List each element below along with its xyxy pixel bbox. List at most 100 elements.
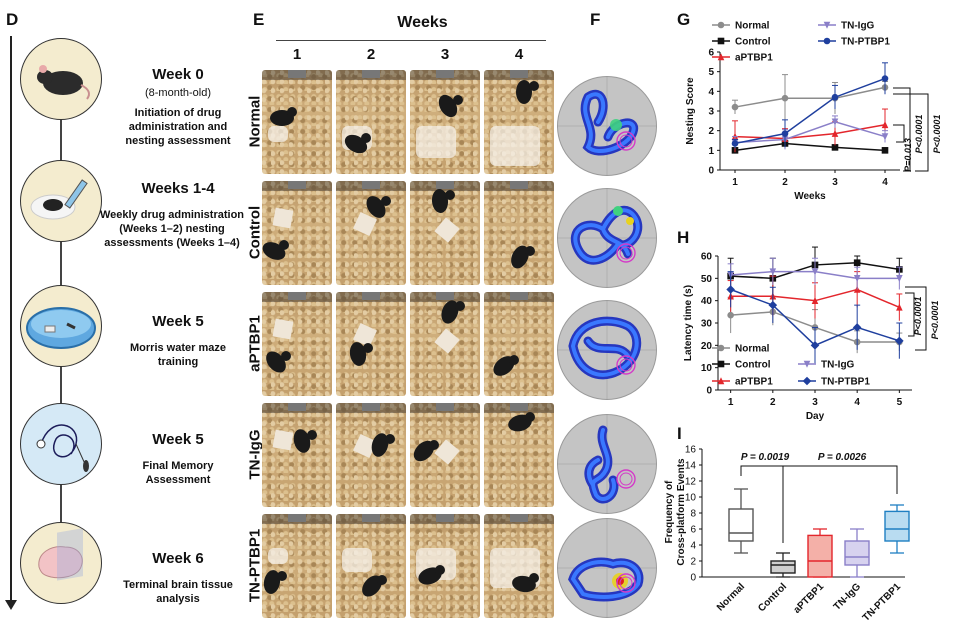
- x-tick-label: 3: [832, 177, 838, 188]
- nesting-photo: [262, 514, 332, 618]
- photo-grid-header-line: [276, 40, 546, 41]
- y-tick-label: 2: [708, 126, 714, 137]
- nesting-photo: [410, 70, 480, 174]
- timeline-arrow-head: [5, 600, 17, 610]
- data-point: [895, 336, 904, 346]
- legend-label: Normal: [735, 21, 770, 32]
- photo-grid-header: Weeks: [397, 14, 448, 31]
- x-tick-label: 5: [897, 397, 903, 408]
- box: [770, 560, 796, 574]
- y-tick-label: 0: [706, 386, 712, 397]
- nesting-photo: [336, 292, 406, 396]
- stat-bracket: [782, 465, 898, 538]
- panel-letter-d: D: [6, 10, 19, 29]
- box: [807, 534, 833, 578]
- series-line: [734, 121, 886, 144]
- data-point: [781, 130, 789, 137]
- data-point: [896, 303, 903, 311]
- data-point: [831, 144, 839, 151]
- timeline-step-description: Final Memory Assessment: [142, 460, 214, 486]
- swim-heatmap: [557, 76, 657, 176]
- y-axis-label: Nesting Score: [685, 77, 696, 145]
- box: [844, 540, 870, 566]
- legend-label: TN-PTBP1: [841, 37, 890, 48]
- x-axis-label: Day: [806, 411, 825, 422]
- data-point: [769, 268, 777, 276]
- legend-marker: [717, 37, 725, 45]
- nesting-photo: [262, 181, 332, 285]
- x-category-label: aPTBP1: [792, 581, 827, 616]
- stat-label: P<0.0001: [913, 297, 923, 336]
- y-tick-label: 6: [690, 525, 696, 536]
- y-tick-label: 12: [685, 477, 697, 488]
- x-tick-label: 2: [770, 397, 776, 408]
- nesting-photo: [262, 70, 332, 174]
- y-axis-label: Cross-platform Events: [676, 458, 687, 566]
- y-tick-label: 16: [685, 445, 697, 456]
- mouse-icon: [20, 38, 102, 120]
- nesting-photo: [336, 70, 406, 174]
- nesting-photo: [336, 514, 406, 618]
- timeline-step-title: Week 5: [152, 313, 204, 330]
- water-maze-icon: [20, 285, 102, 367]
- data-point: [852, 323, 862, 332]
- legend-label: TN-PTBP1: [821, 377, 870, 388]
- panel-letter-g: G: [677, 10, 691, 29]
- timeline-step-description: Weekly drug administration (Weeks 1–2) n…: [99, 209, 245, 249]
- timeline-step-title: Week 5: [152, 431, 204, 448]
- panel-letter-e: E: [253, 10, 265, 29]
- series-line: [734, 124, 886, 140]
- y-tick-label: 10: [685, 493, 697, 504]
- legend-marker: [717, 360, 725, 368]
- data-point: [810, 341, 820, 350]
- panel-letter-f: F: [590, 10, 601, 29]
- x-tick-label: 1: [732, 177, 738, 188]
- y-tick-label: 0: [690, 573, 696, 584]
- legend-label: Control: [735, 37, 771, 48]
- data-point: [727, 311, 734, 319]
- week-column-label: 3: [440, 46, 450, 63]
- timeline-step-description: Morris water maze training: [130, 342, 226, 368]
- timeline-arrow: [10, 36, 12, 604]
- data-point: [881, 120, 889, 129]
- y-tick-label: 0: [708, 166, 714, 177]
- y-axis-label: Latency time (s): [683, 285, 694, 361]
- data-point: [811, 268, 819, 276]
- timeline-step-description: Initiation of drug administration and ne…: [125, 107, 231, 147]
- y-tick-label: 8: [690, 509, 696, 520]
- legend-label: aPTBP1: [735, 53, 773, 64]
- nesting-photo: [410, 292, 480, 396]
- brain-icon: [20, 522, 102, 604]
- series-line: [734, 86, 886, 108]
- data-point: [731, 103, 739, 111]
- week-column-label: 4: [514, 46, 524, 63]
- legend-marker: [717, 21, 725, 29]
- legend-marker: [717, 344, 725, 352]
- legend-marker: [823, 21, 831, 29]
- legend-marker: [717, 53, 725, 61]
- y-tick-label: 5: [708, 67, 714, 78]
- y-tick-label: 50: [701, 274, 713, 285]
- data-point: [831, 118, 839, 126]
- timeline-step-title: Weeks 1-4: [141, 180, 215, 197]
- y-tick-label: 10: [701, 363, 713, 374]
- y-tick-label: 3: [708, 107, 714, 118]
- nesting-photo: [484, 292, 554, 396]
- stat-label: P<0.0001: [914, 115, 924, 154]
- data-point: [831, 93, 839, 101]
- x-category-label: TN-PTBP1: [861, 581, 904, 624]
- y-tick-label: 30: [701, 319, 713, 330]
- timeline-step-subtitle: (8-month-old): [144, 87, 212, 99]
- week-column-label: 2: [366, 46, 376, 63]
- y-tick-label: 1: [708, 146, 714, 157]
- data-point: [811, 296, 819, 304]
- x-tick-label: 3: [812, 397, 818, 408]
- x-tick-label: 4: [882, 177, 888, 188]
- stat-bracket: [893, 87, 911, 172]
- x-category-label: Control: [756, 581, 789, 614]
- x-tick-label: 1: [728, 397, 734, 408]
- timeline-step-title: Week 0: [152, 66, 204, 83]
- data-point: [896, 275, 903, 283]
- y-tick-label: 40: [701, 296, 713, 307]
- nesting-photo: [336, 403, 406, 507]
